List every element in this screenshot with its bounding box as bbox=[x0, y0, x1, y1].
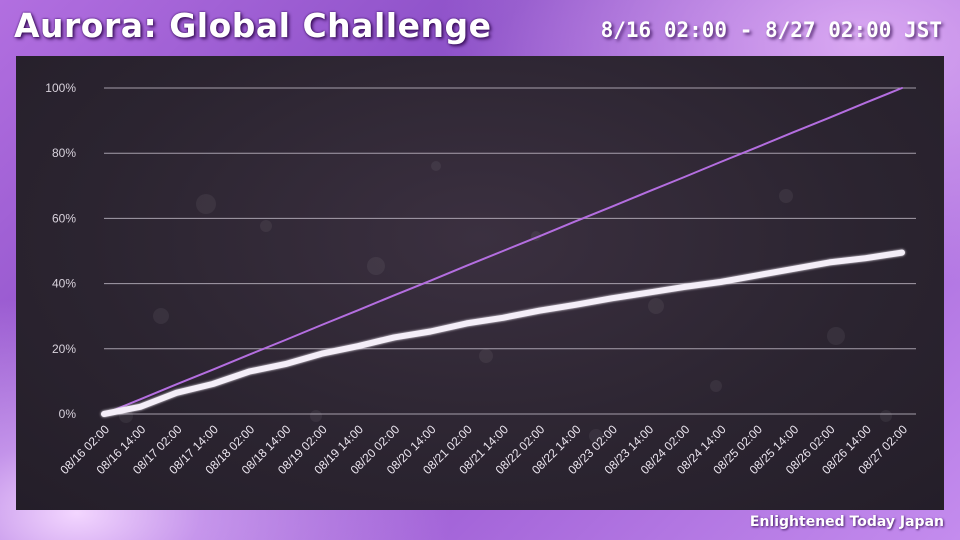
y-tick-label: 80% bbox=[52, 146, 76, 160]
chart-panel: 0% 20% 40% 60% 80% 100% 08/16 02:00 08/16 14:0… bbox=[16, 56, 944, 510]
y-tick-label: 0% bbox=[59, 407, 77, 421]
bokeh-background bbox=[119, 161, 892, 443]
actual-progress-line bbox=[101, 249, 905, 417]
y-gridlines bbox=[104, 87, 916, 415]
event-period: 8/16 02:00 - 8/27 02:00 JST bbox=[600, 18, 942, 42]
y-tick-label: 60% bbox=[52, 211, 76, 225]
bokeh-dot bbox=[710, 380, 722, 392]
bokeh-dot bbox=[648, 298, 664, 314]
credit-text: Enlightened Today Japan bbox=[749, 514, 944, 530]
bokeh-dot bbox=[153, 308, 169, 324]
bokeh-dot bbox=[880, 410, 892, 422]
bokeh-dot bbox=[779, 189, 793, 203]
page-title: Aurora: Global Challenge bbox=[14, 6, 492, 45]
y-tick-label: 20% bbox=[52, 342, 76, 356]
bokeh-dot bbox=[260, 220, 272, 232]
y-tick-label: 100% bbox=[45, 81, 76, 95]
y-tick-label: 40% bbox=[52, 277, 76, 291]
bokeh-dot bbox=[479, 349, 493, 363]
bokeh-dot bbox=[367, 257, 385, 275]
y-axis-ticks: 0% 20% 40% 60% 80% 100% bbox=[45, 81, 76, 421]
bokeh-dot bbox=[196, 194, 216, 214]
series-lines bbox=[101, 87, 905, 417]
bokeh-dot bbox=[827, 327, 845, 345]
bokeh-dot bbox=[431, 161, 441, 171]
target-pace-line bbox=[103, 87, 903, 415]
bokeh-dot bbox=[310, 410, 322, 422]
bokeh-dot bbox=[589, 429, 603, 443]
